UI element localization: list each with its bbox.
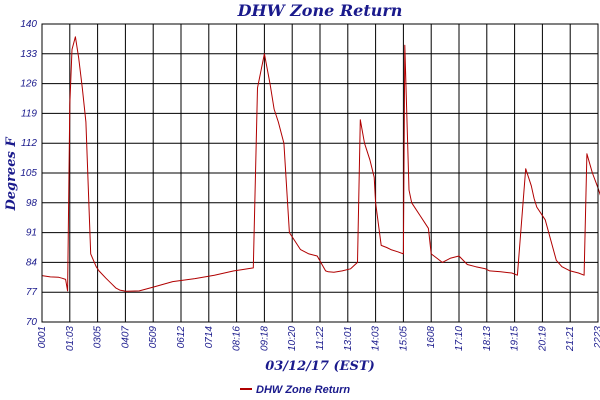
x-tick-label: 01:03 [65, 326, 76, 351]
series-line-0 [41, 36, 600, 292]
x-tick-label: 09:18 [259, 326, 270, 351]
x-tick-label: 0001 [37, 326, 48, 348]
y-axis-label: Degrees F [4, 137, 19, 212]
x-tick-label: 15:05 [398, 326, 409, 351]
x-tick-labels: 0001 01:03 0305 0407 0509 0612 0714 08:16 09:18 1… [37, 326, 600, 352]
x-tick-label: 17:10 [454, 326, 465, 351]
y-tick-label: 119 [21, 108, 37, 119]
x-tick-label: 19:15 [510, 326, 521, 351]
x-tick-label: 0612 [176, 326, 187, 349]
x-tick-label: 08:16 [232, 326, 243, 351]
x-tick-label: 18:13 [482, 326, 493, 351]
y-tick-label: 84 [26, 257, 38, 268]
y-tick-label: 77 [26, 287, 38, 298]
plot-border [41, 23, 599, 323]
x-axis-label: 03/12/17 (EST) [265, 359, 375, 374]
y-tick-label: 140 [20, 19, 37, 30]
x-tick-label: 0714 [204, 326, 215, 349]
y-tick-label: 105 [20, 168, 37, 179]
x-tick-label: 0407 [120, 326, 131, 349]
y-tick-labels: 70 77 84 91 98 105 112 119 126 133 140 [20, 19, 37, 328]
y-tick-label: 91 [26, 228, 37, 239]
x-tick-label: 2223 [593, 326, 600, 350]
x-tick-label: 14:03 [371, 326, 382, 351]
x-tick-label: 13:01 [343, 326, 354, 351]
y-tick-label: 98 [26, 198, 38, 209]
x-tick-label: 10:20 [287, 326, 298, 351]
legend: DHW Zone Return [240, 384, 350, 396]
x-tick-label: 1608 [426, 326, 437, 349]
x-tick-label: 0509 [148, 326, 159, 349]
y-tick-label: 112 [21, 138, 37, 149]
legend-label: DHW Zone Return [256, 384, 350, 396]
x-tick-label: 20:19 [537, 326, 548, 352]
y-tick-label: 70 [26, 317, 38, 328]
x-tick-label: 11:22 [315, 326, 326, 351]
y-tick-label: 126 [20, 79, 37, 90]
x-tick-label: 21:21 [565, 326, 576, 352]
x-tick-label: 0305 [93, 326, 104, 349]
series-layer [41, 36, 600, 292]
chart-title: DHW Zone Return [237, 1, 403, 20]
y-tick-label: 133 [20, 49, 37, 60]
plot-grid [41, 23, 599, 323]
